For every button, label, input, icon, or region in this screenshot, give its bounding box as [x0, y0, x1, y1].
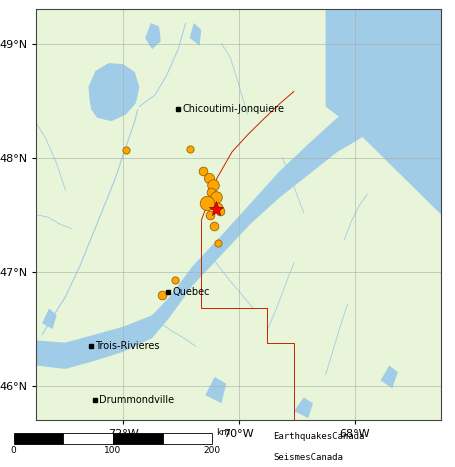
Polygon shape [190, 23, 201, 46]
Bar [113, 433, 162, 444]
Polygon shape [326, 9, 441, 215]
Polygon shape [88, 63, 139, 121]
Text: Chicoutimi-Jonquiere: Chicoutimi-Jonquiere [182, 104, 284, 113]
Text: 100: 100 [104, 446, 121, 455]
Polygon shape [145, 23, 161, 50]
Text: EarthquakesCanada: EarthquakesCanada [273, 432, 364, 441]
Polygon shape [205, 377, 226, 403]
Text: Trois-Rivieres: Trois-Rivieres [96, 341, 160, 351]
Polygon shape [380, 366, 398, 389]
Text: 200: 200 [204, 446, 221, 455]
Bar [162, 433, 212, 444]
Bar [63, 433, 113, 444]
Polygon shape [294, 397, 313, 418]
Text: Drummondville: Drummondville [100, 395, 175, 405]
Text: km: km [216, 428, 230, 437]
Polygon shape [42, 308, 56, 329]
Text: SeismesCanada: SeismesCanada [273, 453, 343, 462]
Text: 0: 0 [11, 446, 16, 455]
Bar [14, 433, 63, 444]
Text: Quebec: Quebec [172, 288, 210, 297]
Polygon shape [36, 61, 441, 369]
